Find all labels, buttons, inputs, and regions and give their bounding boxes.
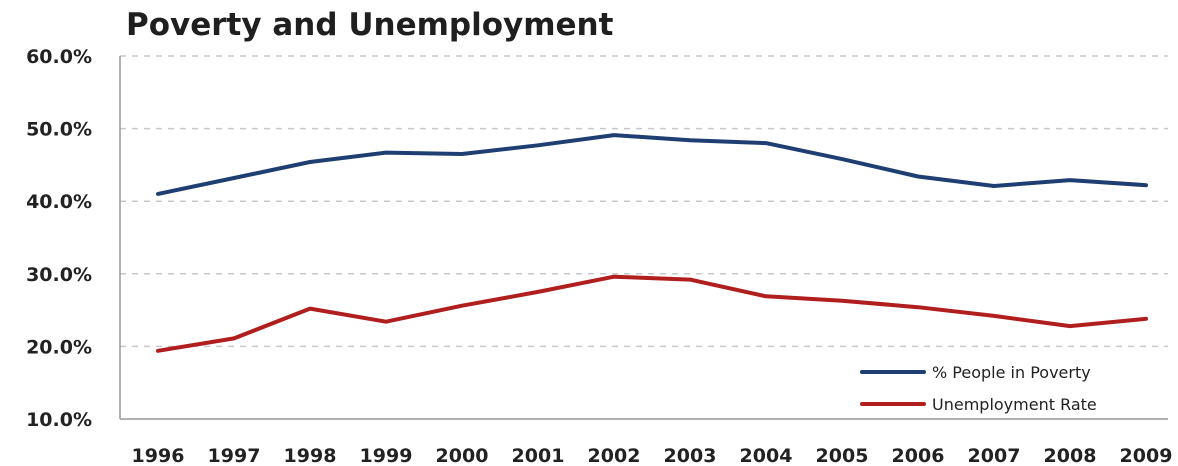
x-tick-label: 2002 — [588, 445, 641, 466]
x-tick-label: 2009 — [1120, 445, 1173, 466]
series-line-1 — [156, 274, 1148, 353]
x-tick-label: 2004 — [740, 445, 793, 466]
y-tick-label: 20.0% — [26, 336, 92, 358]
x-tick-label: 1998 — [284, 445, 337, 466]
x-tick-label: 2008 — [1044, 445, 1097, 466]
y-tick-label: 60.0% — [26, 46, 92, 68]
y-tick-label: 50.0% — [26, 119, 92, 141]
series-line-0 — [156, 133, 1148, 196]
legend: % People in Poverty Unemployment Rate — [860, 363, 1097, 414]
chart-title: Poverty and Unemployment — [126, 7, 614, 43]
y-tick-label: 30.0% — [26, 264, 92, 286]
legend-label: Unemployment Rate — [932, 395, 1097, 414]
series-lines — [156, 133, 1148, 353]
x-tick-label: 2007 — [968, 445, 1021, 466]
x-tick-label: 2000 — [436, 445, 489, 466]
x-tick-label: 2005 — [816, 445, 869, 466]
x-tick-label: 2006 — [892, 445, 945, 466]
x-tick-label: 1999 — [360, 445, 413, 466]
y-tick-label: 10.0% — [26, 409, 92, 431]
x-tick-label: 2001 — [512, 445, 565, 466]
y-tick-label: 40.0% — [26, 191, 92, 213]
x-axis-ticks: 1996 1997 1998 1999 2000 2001 2002 2003 2004 2005… — [132, 445, 1173, 466]
x-tick-label: 2003 — [664, 445, 717, 466]
axes — [119, 56, 1168, 420]
legend-label: % People in Poverty — [932, 363, 1091, 382]
x-tick-label: 1997 — [208, 445, 261, 466]
gridlines — [120, 55, 1168, 348]
y-axis-ticks: 10.0% 20.0% 30.0% 40.0% 50.0% 60.0% — [26, 46, 92, 431]
x-tick-label: 1996 — [132, 445, 185, 466]
